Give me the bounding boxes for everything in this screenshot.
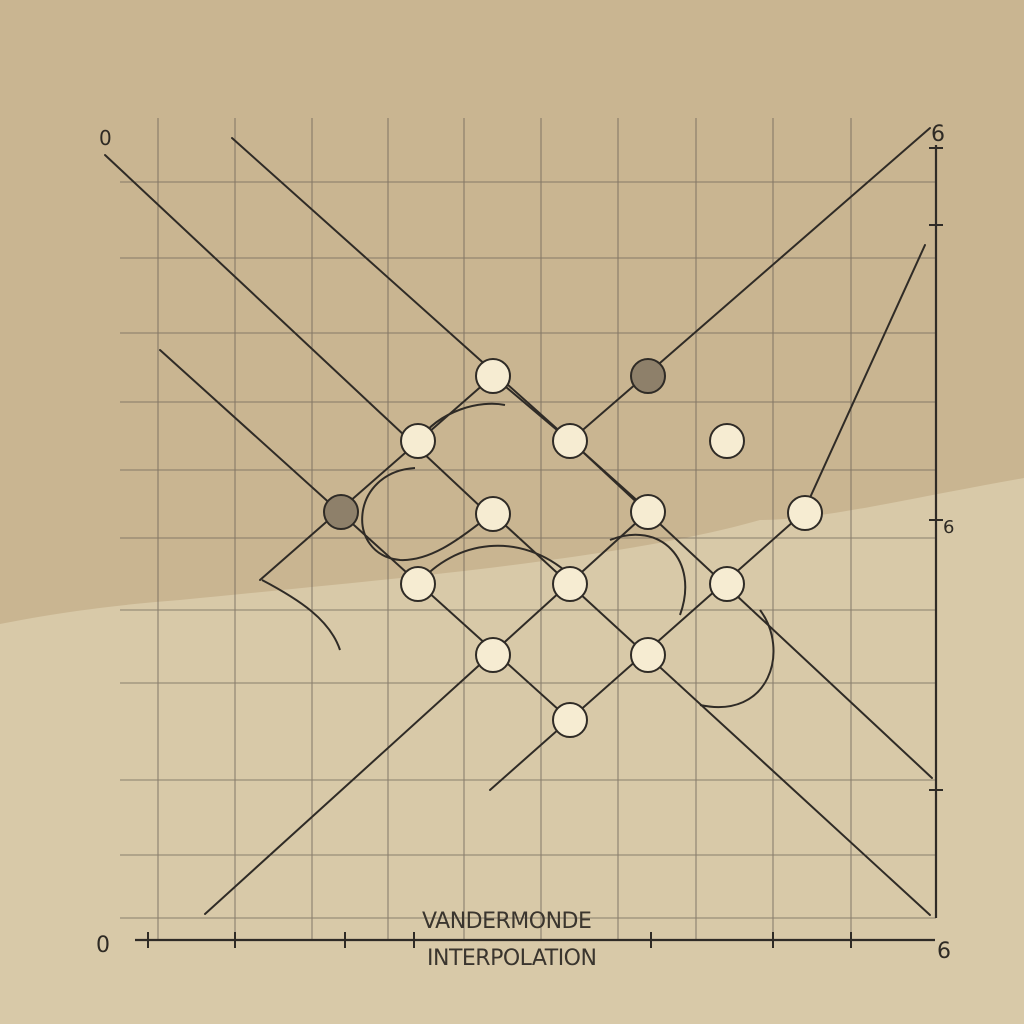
interpolation-node — [630, 637, 666, 673]
interpolation-node — [552, 566, 588, 602]
caption-subtitle: INTERPOLATION — [427, 946, 596, 971]
interpolation-node — [475, 637, 511, 673]
diagonal-line — [259, 375, 494, 581]
interpolation-node — [475, 358, 511, 394]
interpolation-node-dark — [323, 494, 359, 530]
grid — [120, 118, 936, 940]
diagonal-line — [802, 244, 926, 514]
curve-arc — [361, 467, 494, 562]
interpolation-curves — [261, 402, 775, 708]
curve-arc — [699, 609, 775, 708]
corner-label-bottom-left: 0 — [96, 933, 110, 958]
caption-title: VANDERMONDE — [422, 909, 591, 934]
diagonal-line — [569, 439, 933, 779]
interpolation-node — [400, 423, 436, 459]
corner-label-right-middle: 6 — [943, 517, 954, 538]
interpolation-node — [475, 496, 511, 532]
diagonal-line — [104, 154, 501, 526]
axes — [135, 145, 943, 948]
x-axis-ticks — [147, 932, 852, 948]
interpolation-node — [552, 423, 588, 459]
interpolation-node-dark — [630, 358, 666, 394]
diagonal-line — [644, 127, 931, 377]
curve-arc — [261, 579, 341, 651]
curve-arc — [417, 544, 571, 585]
interpolation-nodes — [323, 358, 823, 738]
corner-label-top-left: 0 — [99, 126, 112, 150]
interpolation-node — [552, 702, 588, 738]
corner-label-bottom-right: 6 — [937, 939, 951, 964]
paper-upper-shade — [0, 0, 1024, 624]
interpolation-node — [709, 423, 745, 459]
interpolation-node — [709, 566, 745, 602]
y-axis-ticks — [929, 147, 943, 791]
interpolation-node — [400, 566, 436, 602]
interpolation-node — [630, 494, 666, 530]
interpolation-node — [787, 495, 823, 531]
corner-label-top-right: 6 — [931, 122, 945, 147]
curve-arc — [609, 533, 687, 616]
